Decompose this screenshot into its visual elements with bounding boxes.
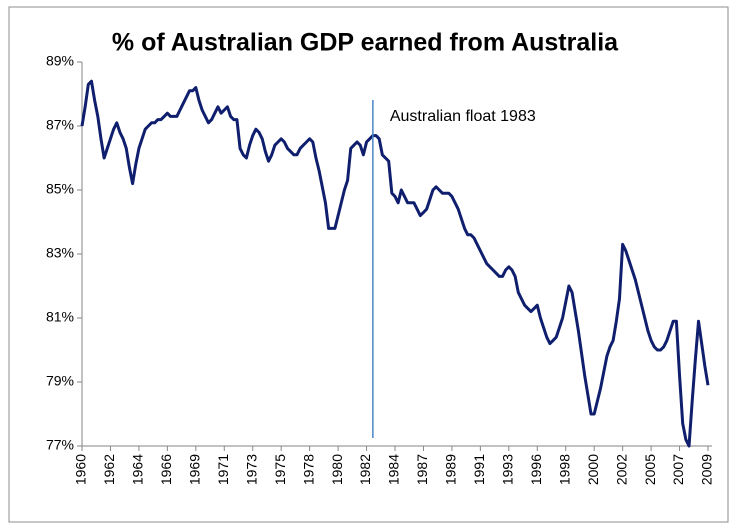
x-tick-label: 1996 <box>528 454 544 485</box>
x-tick-label: 2007 <box>670 454 686 485</box>
y-tick-label: 81% <box>46 309 74 325</box>
x-tick-label: 2009 <box>699 454 715 485</box>
x-tick-label: 1971 <box>215 454 231 485</box>
x-tick-label: 2005 <box>642 454 658 485</box>
x-tick-label: 1966 <box>158 454 174 485</box>
chart-border <box>8 6 729 523</box>
y-tick-label: 79% <box>46 373 74 389</box>
x-tick-label: 2000 <box>585 454 601 485</box>
x-tick-label: 1987 <box>414 454 430 485</box>
chart-title: % of Australian GDP earned from Australi… <box>112 29 619 57</box>
x-tick-label: 1991 <box>471 454 487 485</box>
x-tick-label: 1998 <box>556 454 572 485</box>
y-tick-label: 89% <box>46 53 74 69</box>
x-tick-label: 1978 <box>300 454 316 485</box>
data-line <box>80 79 710 448</box>
y-tick-label: 85% <box>46 181 74 197</box>
x-tick-label: 1962 <box>101 454 117 485</box>
x-tick-label: 1984 <box>386 454 402 485</box>
y-tick-label: 77% <box>46 437 74 453</box>
y-tick-label: 87% <box>46 117 74 133</box>
x-tick-label: 1982 <box>357 454 373 485</box>
x-tick-label: 1980 <box>329 454 345 485</box>
x-tick-label: 2002 <box>613 454 629 485</box>
x-tick-label: 1973 <box>243 454 259 485</box>
x-tick-label: 1975 <box>272 454 288 485</box>
annotation-label: Australian float 1983 <box>390 108 536 125</box>
x-tick-label: 1989 <box>443 454 459 485</box>
x-tick-label: 1969 <box>187 454 203 485</box>
x-tick-label: 1993 <box>500 454 516 485</box>
x-tick-label: 1964 <box>130 454 146 485</box>
x-tick-label: 1960 <box>73 454 89 485</box>
y-tick-label: 83% <box>46 245 74 261</box>
